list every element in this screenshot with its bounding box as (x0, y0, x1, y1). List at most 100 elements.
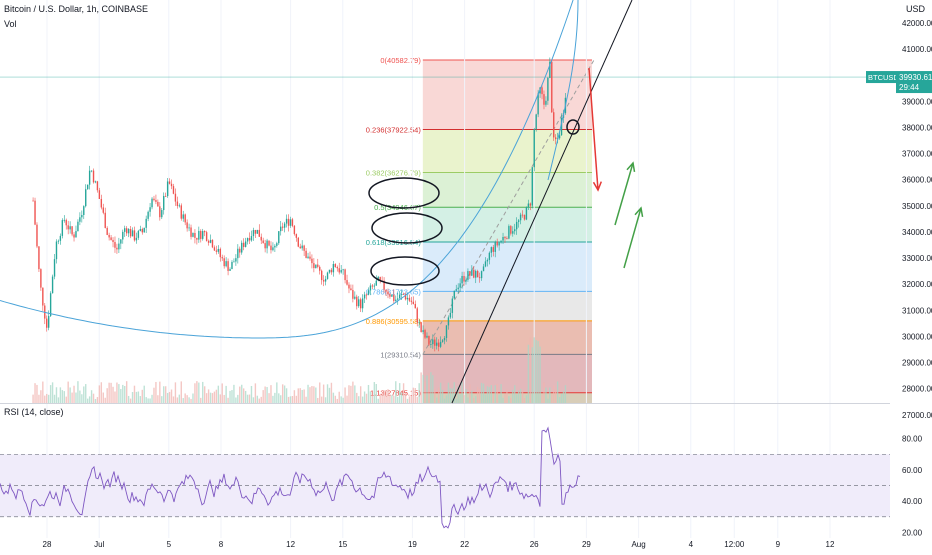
candle-body (207, 240, 210, 243)
volume-bar (293, 390, 296, 403)
candle-body (198, 230, 200, 240)
candle-body (229, 269, 231, 271)
volume-bar (562, 391, 565, 403)
candle-body (537, 93, 539, 115)
candle-body (221, 257, 223, 259)
candle-body (63, 219, 65, 221)
volume-bar (278, 393, 280, 403)
candle-body (285, 218, 288, 224)
candle-body (280, 226, 282, 232)
candle-body (379, 276, 381, 281)
volume-bar (354, 385, 356, 403)
volume-bar (198, 382, 200, 403)
candle-body (422, 330, 424, 333)
volume-bar (49, 385, 52, 403)
candle-body (188, 227, 190, 229)
candle-body (463, 275, 465, 282)
candle-body (186, 222, 188, 229)
candle-body (418, 322, 420, 324)
candle-body (59, 235, 62, 241)
candle-body (506, 238, 508, 239)
volume-bar (108, 382, 110, 403)
volume-bar (467, 397, 469, 403)
volume-bar (473, 397, 475, 403)
candle-body (531, 167, 533, 206)
candle-body (170, 183, 173, 187)
time-tick-label: 4 (689, 540, 694, 549)
volume-bar (188, 397, 190, 403)
volume-bar (443, 398, 446, 403)
candle-body (545, 100, 547, 105)
volume-bar (545, 387, 547, 403)
red-arrow-down (588, 67, 599, 191)
candle-body (307, 256, 309, 258)
fib-level-label: 0(40582.79) (380, 56, 421, 65)
volume-bar (457, 386, 459, 403)
candle-body (334, 263, 337, 268)
volume-bar (490, 385, 493, 403)
time-tick-label: Aug (631, 540, 645, 549)
volume-bar (196, 381, 198, 403)
volume-bar (439, 382, 442, 403)
rsi-legend[interactable]: RSI (14, close) (4, 407, 64, 417)
candle-body (328, 269, 331, 273)
volume-bar (482, 383, 485, 403)
volume-bar (361, 396, 364, 403)
candle-body (151, 198, 153, 208)
volume-bar (404, 393, 407, 403)
volume-bar (543, 382, 545, 403)
time-tick-label: 12 (286, 540, 295, 549)
candle-body (408, 297, 411, 301)
candle-body (276, 243, 278, 246)
candle-body (77, 221, 79, 232)
candle-body (145, 218, 147, 228)
candle-body (488, 252, 491, 260)
volume-bar (139, 396, 142, 403)
candle-body (475, 270, 477, 278)
candle-body (525, 207, 528, 220)
candle-body (350, 288, 352, 291)
volume-bar (515, 394, 518, 403)
volume-bar (506, 389, 508, 403)
candle-body (416, 308, 418, 323)
candle-body (34, 200, 36, 225)
candle-body (375, 280, 377, 286)
currency-label: USD (906, 4, 926, 14)
candle-body (135, 237, 138, 241)
candle-body (385, 289, 387, 292)
volume-bar (395, 381, 397, 403)
candle-body (73, 234, 75, 238)
candle-body (155, 200, 157, 202)
volume-bar (564, 385, 567, 403)
candle-body (65, 219, 67, 226)
volume-bar (176, 397, 179, 403)
candle-body (476, 270, 479, 278)
price-tick-label: 36000.00 (902, 176, 932, 185)
volume-bar (412, 387, 415, 403)
candle-body (106, 227, 108, 235)
volume-legend[interactable]: Vol (4, 19, 17, 29)
volume-bar (289, 396, 292, 403)
volume-bar (200, 397, 202, 403)
volume-bar (285, 388, 288, 403)
candle-body (40, 269, 42, 288)
volume-bar (194, 383, 196, 403)
volume-bar (281, 384, 284, 403)
time-tick-label: 19 (408, 540, 417, 549)
volume-bar (385, 390, 387, 403)
symbol-title[interactable]: Bitcoin / U.S. Dollar, 1h, COINBASE (4, 4, 149, 14)
candle-body (336, 267, 338, 269)
candle-body (484, 261, 487, 267)
candle-body (161, 210, 163, 218)
volume-bar (387, 389, 389, 403)
candle-body (196, 237, 198, 240)
volume-bar (475, 396, 477, 403)
candle-body (319, 266, 321, 271)
candle-body (515, 221, 518, 230)
volume-bar (274, 392, 276, 403)
candle-body (523, 215, 526, 220)
axes: 42000.0041000.0040000.0039000.0038000.00… (43, 19, 932, 549)
candle-body (174, 193, 177, 202)
candle-body (94, 181, 97, 183)
